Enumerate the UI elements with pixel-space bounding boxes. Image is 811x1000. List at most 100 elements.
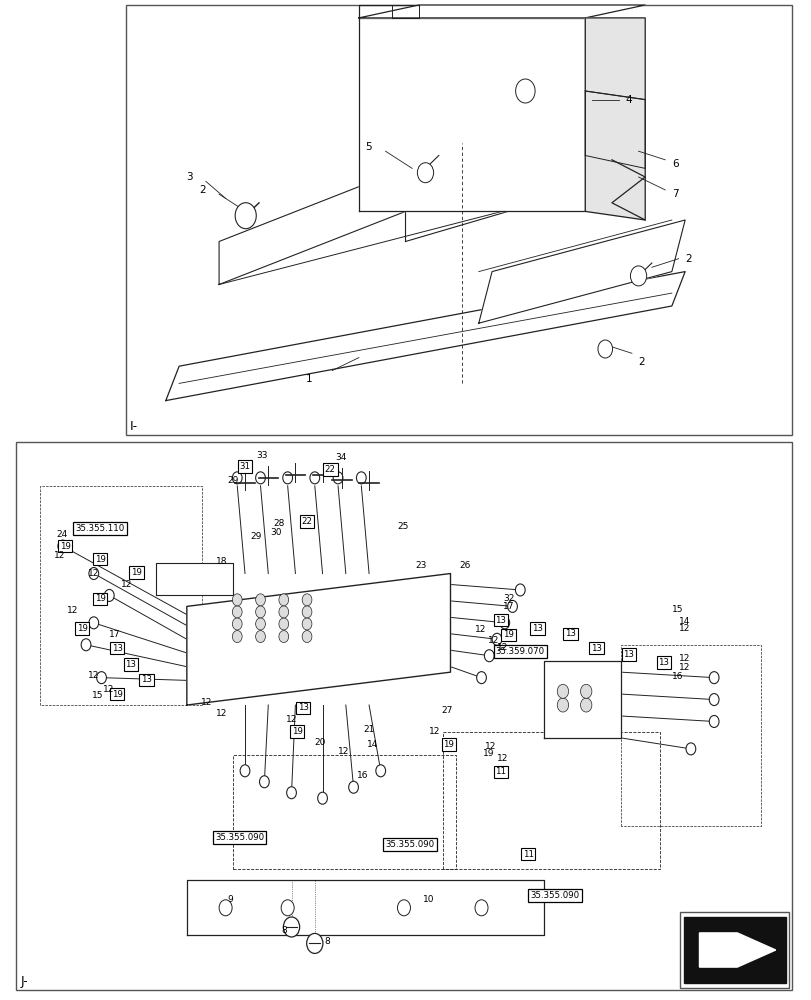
Text: 19: 19 — [94, 594, 105, 603]
Polygon shape — [478, 220, 684, 323]
Circle shape — [232, 594, 242, 606]
Text: 35.359.070: 35.359.070 — [496, 647, 544, 656]
Circle shape — [333, 472, 342, 484]
Text: 16: 16 — [671, 672, 682, 681]
Text: 12: 12 — [216, 709, 227, 718]
Circle shape — [255, 472, 265, 484]
Text: 12: 12 — [496, 754, 508, 763]
Text: 22: 22 — [324, 465, 336, 474]
Bar — [16, 442, 791, 990]
Circle shape — [507, 600, 517, 612]
Text: 13: 13 — [495, 616, 506, 625]
Circle shape — [310, 472, 320, 484]
Circle shape — [476, 672, 486, 684]
Text: 24: 24 — [57, 530, 68, 539]
Circle shape — [515, 584, 525, 596]
Circle shape — [58, 540, 67, 552]
Circle shape — [105, 589, 114, 601]
Text: 18: 18 — [216, 557, 228, 566]
Circle shape — [302, 618, 311, 630]
Polygon shape — [698, 933, 775, 967]
Text: 13: 13 — [531, 624, 543, 633]
Text: 17: 17 — [503, 602, 514, 611]
Circle shape — [255, 631, 265, 643]
Polygon shape — [219, 168, 405, 285]
Text: 34: 34 — [335, 453, 346, 462]
Circle shape — [474, 900, 487, 916]
Text: 35.355.110: 35.355.110 — [75, 524, 124, 533]
Text: 23: 23 — [415, 561, 427, 570]
Text: 14: 14 — [367, 740, 378, 749]
Circle shape — [278, 594, 288, 606]
Text: 13: 13 — [298, 703, 308, 712]
Text: 17: 17 — [109, 630, 121, 639]
Polygon shape — [358, 5, 645, 18]
Text: 32: 32 — [503, 594, 514, 603]
Text: 12: 12 — [103, 685, 114, 694]
Text: 12: 12 — [679, 624, 690, 633]
Text: 29: 29 — [250, 532, 261, 541]
Text: 20: 20 — [315, 738, 326, 747]
Text: 31: 31 — [239, 462, 250, 471]
Text: 12: 12 — [428, 727, 440, 736]
Text: 19: 19 — [443, 740, 454, 749]
Circle shape — [417, 163, 433, 183]
Text: 13: 13 — [623, 650, 633, 659]
Text: 12: 12 — [337, 747, 349, 756]
Circle shape — [685, 743, 695, 755]
Circle shape — [255, 618, 265, 630]
Text: 9: 9 — [227, 895, 233, 904]
Text: 16: 16 — [357, 771, 368, 780]
Text: 13: 13 — [590, 644, 601, 653]
Text: 5: 5 — [365, 142, 371, 152]
Circle shape — [500, 617, 509, 629]
Text: 13: 13 — [126, 660, 136, 669]
Text: J-: J- — [20, 976, 28, 988]
Text: 12: 12 — [54, 551, 65, 560]
Circle shape — [89, 617, 99, 629]
Circle shape — [597, 340, 611, 358]
Polygon shape — [585, 18, 645, 220]
Circle shape — [219, 900, 232, 916]
Circle shape — [278, 631, 288, 643]
Circle shape — [81, 639, 91, 651]
Circle shape — [491, 633, 501, 645]
Circle shape — [515, 79, 534, 103]
Text: 13: 13 — [658, 658, 668, 667]
Circle shape — [709, 715, 719, 727]
Circle shape — [302, 606, 311, 618]
Text: 2: 2 — [637, 357, 645, 367]
Circle shape — [282, 472, 292, 484]
Text: 19: 19 — [94, 555, 105, 564]
Text: 11: 11 — [522, 850, 533, 859]
Text: 1: 1 — [305, 374, 312, 384]
Circle shape — [232, 631, 242, 643]
Text: 11: 11 — [495, 767, 506, 776]
Text: 19: 19 — [483, 749, 494, 758]
Polygon shape — [156, 563, 233, 595]
Text: 4: 4 — [624, 95, 631, 105]
Polygon shape — [683, 917, 785, 983]
Text: 12: 12 — [200, 698, 212, 707]
Text: 8: 8 — [324, 937, 330, 946]
Text: 19: 19 — [76, 624, 88, 633]
Circle shape — [255, 606, 265, 618]
Text: 12: 12 — [485, 742, 496, 751]
Text: 7: 7 — [671, 189, 678, 199]
Circle shape — [281, 900, 294, 916]
Circle shape — [580, 698, 591, 712]
Polygon shape — [543, 661, 620, 738]
Text: 19: 19 — [111, 690, 122, 699]
Text: 12: 12 — [121, 580, 132, 589]
Bar — [233, 755, 455, 869]
Polygon shape — [187, 880, 543, 935]
Text: 15: 15 — [92, 691, 104, 700]
Circle shape — [709, 672, 719, 684]
Circle shape — [89, 568, 99, 580]
Text: 12: 12 — [67, 606, 78, 615]
Circle shape — [348, 781, 358, 793]
Circle shape — [556, 684, 568, 698]
Text: 12: 12 — [487, 636, 499, 645]
Text: 19: 19 — [131, 568, 142, 577]
Circle shape — [240, 765, 250, 777]
